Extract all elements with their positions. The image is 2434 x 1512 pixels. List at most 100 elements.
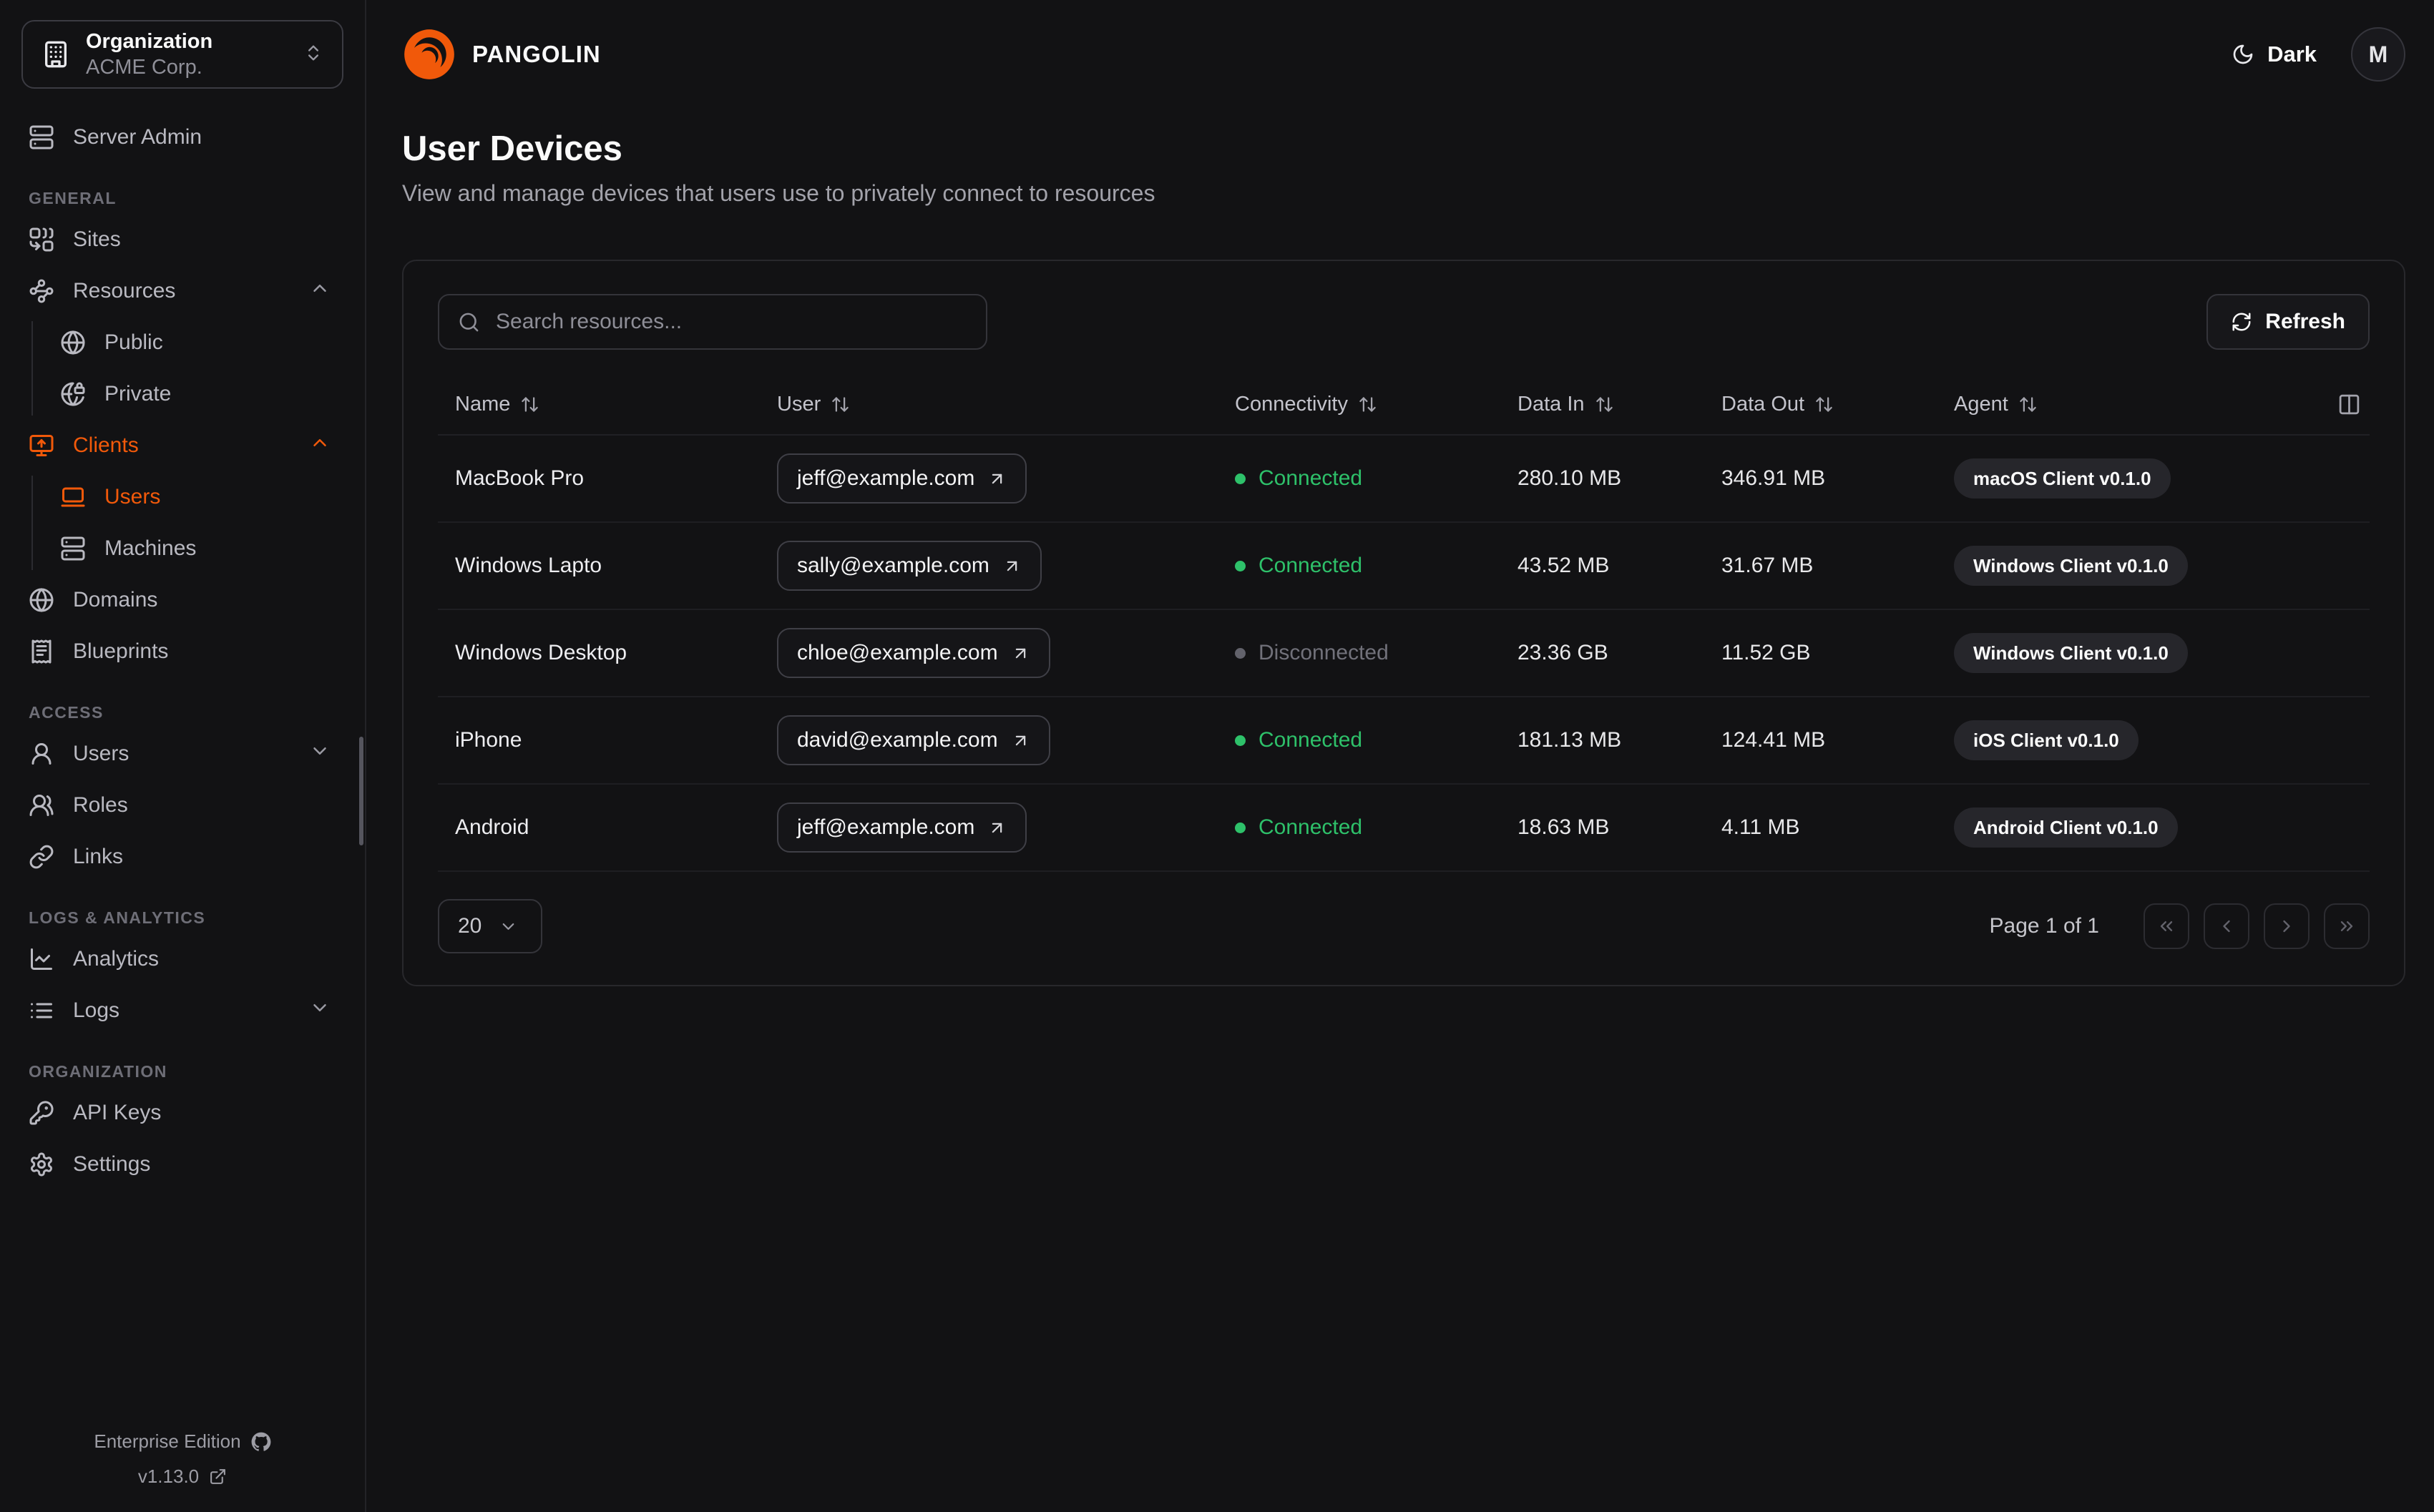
sidebar-item-label: Server Admin	[73, 125, 202, 149]
arrow-up-right-icon	[1007, 561, 1017, 571]
sidebar-item-users[interactable]: Users	[0, 728, 365, 780]
user-link-button[interactable]: jeff@example.com	[777, 802, 1027, 853]
column-visibility-button[interactable]	[2333, 392, 2365, 417]
sidebar-scrollbar-thumb[interactable]	[359, 737, 363, 845]
sidebar-item-resources[interactable]: Resources	[0, 265, 365, 317]
status-label: Connected	[1258, 728, 1363, 752]
status-label: Connected	[1258, 466, 1363, 490]
column-header-data-in[interactable]: Data In	[1500, 393, 1704, 416]
clients-subgroup: Users Machines	[0, 471, 365, 574]
page-info: Page 1 of 1	[1989, 914, 2099, 938]
building-icon	[44, 41, 67, 68]
version-label: v1.13.0	[137, 1466, 200, 1487]
table-row[interactable]: Android jeff@example.com Connected 18.63…	[438, 785, 2370, 872]
sidebar-item-label: Roles	[73, 793, 128, 817]
data-in-value: 23.36 GB	[1517, 641, 1608, 664]
data-out-value: 346.91 MB	[1721, 466, 1826, 490]
sidebar-item-client-users[interactable]: Users	[0, 471, 365, 523]
refresh-label: Refresh	[2265, 310, 2345, 333]
last-page-button[interactable]	[2324, 903, 2370, 949]
prev-page-button[interactable]	[2204, 903, 2249, 949]
sidebar-item-label: Logs	[73, 998, 120, 1022]
brand-wordmark: PANGOLIN	[472, 41, 601, 67]
table-row[interactable]: MacBook Pro jeff@example.com Connected 2…	[438, 436, 2370, 523]
user-email: chloe@example.com	[797, 641, 998, 664]
chevron-up-icon	[309, 278, 331, 305]
sidebar-item-label: Users	[104, 485, 161, 509]
sort-icon	[1595, 396, 1613, 412]
section-title-logs-analytics: LOGS & ANALYTICS	[29, 908, 206, 927]
data-in-value: 18.63 MB	[1517, 815, 1610, 839]
page-head: User Devices View and manage devices tha…	[366, 109, 2434, 207]
column-label: User	[777, 392, 821, 416]
first-page-button[interactable]	[2144, 903, 2189, 949]
refresh-button[interactable]: Refresh	[2206, 294, 2370, 350]
sidebar-item-sites[interactable]: Sites	[0, 214, 365, 265]
sort-icon	[2020, 396, 2036, 412]
status-dot	[1235, 473, 1246, 484]
sidebar-item-label: Links	[73, 845, 124, 868]
table-row[interactable]: Windows Lapto sally@example.com Connecte…	[438, 523, 2370, 610]
edition-line: Enterprise Edition	[94, 1430, 271, 1453]
sidebar-item-roles[interactable]: Roles	[0, 780, 365, 831]
org-label: Organization	[86, 29, 213, 53]
section-title-organization: ORGANIZATION	[29, 1062, 167, 1081]
user-link-button[interactable]: chloe@example.com	[777, 628, 1050, 678]
version-line[interactable]: v1.13.0	[138, 1466, 227, 1488]
sidebar-item-machines[interactable]: Machines	[0, 523, 365, 574]
sidebar-item-blueprints[interactable]: Blueprints	[0, 626, 365, 677]
sidebar-item-public[interactable]: Public	[0, 317, 365, 368]
column-header-data-out[interactable]: Data Out	[1704, 393, 1937, 416]
topbar-right: Dark M	[2227, 27, 2405, 82]
column-header-name[interactable]: Name	[438, 393, 760, 416]
user-email: jeff@example.com	[797, 466, 975, 490]
column-header-agent[interactable]: Agent	[1937, 392, 2370, 417]
user-link-button[interactable]: david@example.com	[777, 715, 1050, 765]
server-icon	[29, 125, 54, 149]
device-name: MacBook Pro	[455, 466, 585, 490]
column-header-user[interactable]: User	[760, 393, 1218, 416]
sidebar-item-label: API Keys	[73, 1101, 162, 1124]
avatar[interactable]: M	[2351, 27, 2405, 82]
sidebar-item-logs[interactable]: Logs	[0, 985, 365, 1036]
list-icon	[31, 1003, 52, 1018]
column-label: Data In	[1517, 392, 1585, 416]
sidebar-item-label: Clients	[73, 433, 139, 457]
pangolin-logo	[404, 29, 454, 79]
chevron-down-icon	[503, 923, 514, 930]
table-row[interactable]: iPhone david@example.com Connected 181.1…	[438, 697, 2370, 785]
sidebar-item-domains[interactable]: Domains	[0, 574, 365, 626]
sidebar-item-label: Private	[104, 382, 172, 406]
sidebar-item-private[interactable]: Private	[0, 368, 365, 420]
theme-toggle[interactable]: Dark	[2227, 41, 2321, 68]
resources-subgroup: Public Private	[0, 317, 365, 420]
user-link-button[interactable]: sally@example.com	[777, 541, 1042, 591]
theme-label: Dark	[2267, 41, 2317, 67]
sidebar-item-server-admin[interactable]: Server Admin	[0, 112, 365, 163]
org-selector[interactable]: Organization ACME Corp.	[21, 20, 343, 89]
search-input[interactable]	[494, 309, 967, 335]
sidebar-item-clients[interactable]: Clients	[0, 420, 365, 471]
sidebar-item-links[interactable]: Links	[0, 831, 365, 883]
user-email: david@example.com	[797, 728, 998, 752]
moon-icon	[2233, 44, 2253, 64]
user-link-button[interactable]: jeff@example.com	[777, 453, 1027, 504]
sidebar-item-label: Public	[104, 330, 163, 354]
arrow-up-right-icon	[992, 473, 1002, 483]
chevron-left-icon	[2223, 920, 2230, 933]
table-row[interactable]: Windows Desktop chloe@example.com Discon…	[438, 610, 2370, 697]
column-header-connectivity[interactable]: Connectivity	[1218, 393, 1500, 416]
github-icon[interactable]	[251, 1432, 271, 1452]
device-name: Windows Desktop	[455, 641, 627, 664]
main-area: PANGOLIN Dark M User Devices View and ma…	[366, 0, 2434, 1512]
next-page-button[interactable]	[2264, 903, 2310, 949]
sidebar-item-label: Settings	[73, 1152, 151, 1176]
page-size-select[interactable]: 20	[438, 899, 542, 953]
sidebar-item-api-keys[interactable]: API Keys	[0, 1087, 365, 1139]
edition-label: Enterprise Edition	[94, 1430, 241, 1452]
gear-icon	[30, 1152, 53, 1177]
agent-badge: Android Client v0.1.0	[1954, 807, 2178, 848]
sidebar-item-analytics[interactable]: Analytics	[0, 933, 365, 985]
section-title-general: GENERAL	[29, 189, 117, 207]
sidebar-item-settings[interactable]: Settings	[0, 1139, 365, 1190]
